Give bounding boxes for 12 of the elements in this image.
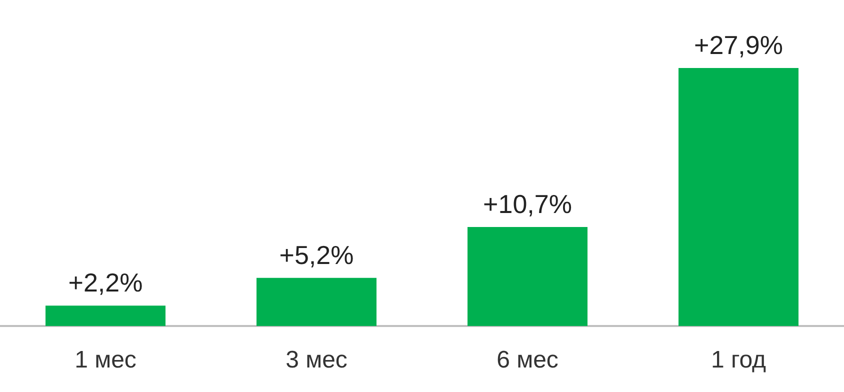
x-tick-label: 6 мес xyxy=(496,346,558,374)
bar xyxy=(678,68,798,326)
bar xyxy=(256,278,376,326)
x-tick-label: 1 год xyxy=(710,346,766,374)
data-label: +27,9% xyxy=(694,30,783,60)
data-label: +10,7% xyxy=(483,189,572,220)
data-label: +5,2% xyxy=(279,240,354,270)
x-tick-label: 3 мес xyxy=(286,346,348,374)
data-label: +2,2% xyxy=(68,268,143,298)
bar xyxy=(46,306,166,326)
bar xyxy=(468,227,588,326)
x-tick-label: 1 мес xyxy=(74,346,136,374)
